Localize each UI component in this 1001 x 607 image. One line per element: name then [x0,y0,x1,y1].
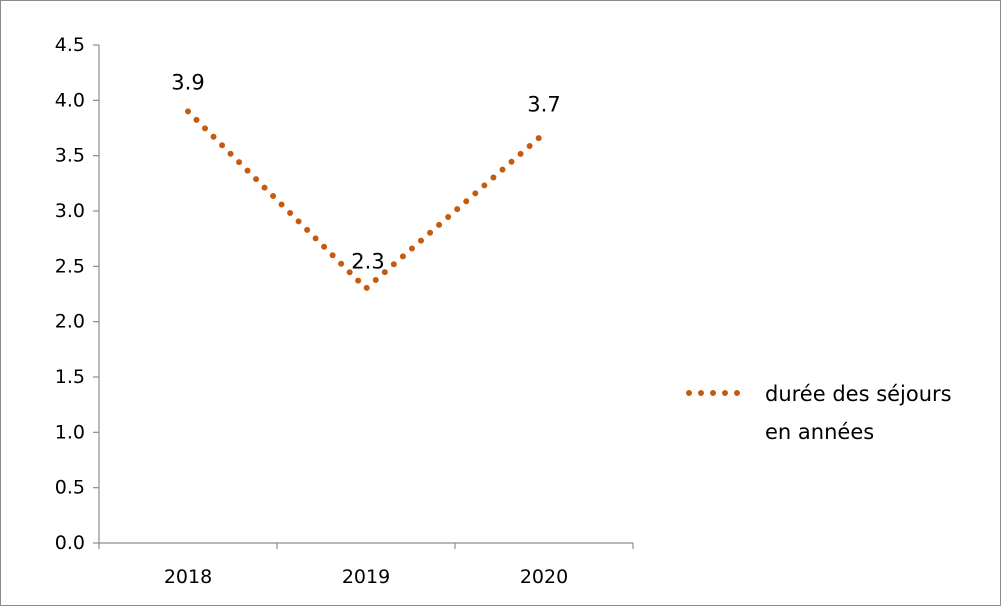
legend-label: durée des séjours [765,382,952,406]
y-tick-label: 1.5 [55,366,85,388]
legend: durée des séjours en années [686,382,952,444]
series-line-path [185,108,547,292]
y-tick-label: 3.0 [55,200,85,222]
y-tick-label: 2.0 [55,311,85,333]
data-labels: 3.9 2.3 3.7 [171,70,560,273]
y-tick-label: 4.5 [55,34,85,56]
x-tick-label: 2019 [342,566,390,588]
axes [98,45,633,544]
data-label: 3.7 [527,93,560,117]
x-axis-ticks: 2018 2019 2020 [98,543,634,588]
y-tick-label: 3.5 [55,145,85,167]
y-tick-label: 4.0 [55,89,85,111]
y-tick-label: 0.0 [55,532,85,554]
data-label: 3.9 [171,70,204,94]
data-label: 2.3 [351,249,384,273]
x-tick-label: 2020 [520,566,568,588]
y-tick-label: 1.0 [55,421,85,443]
y-axis-ticks: 0.0 0.5 1.0 1.5 2.0 2.5 3.0 3.5 4.0 4.5 [55,34,99,554]
x-tick-label: 2018 [164,566,212,588]
y-tick-label: 0.5 [55,477,85,499]
y-tick-label: 2.5 [55,255,85,277]
legend-label: en années [765,420,874,444]
series-line [185,108,547,292]
